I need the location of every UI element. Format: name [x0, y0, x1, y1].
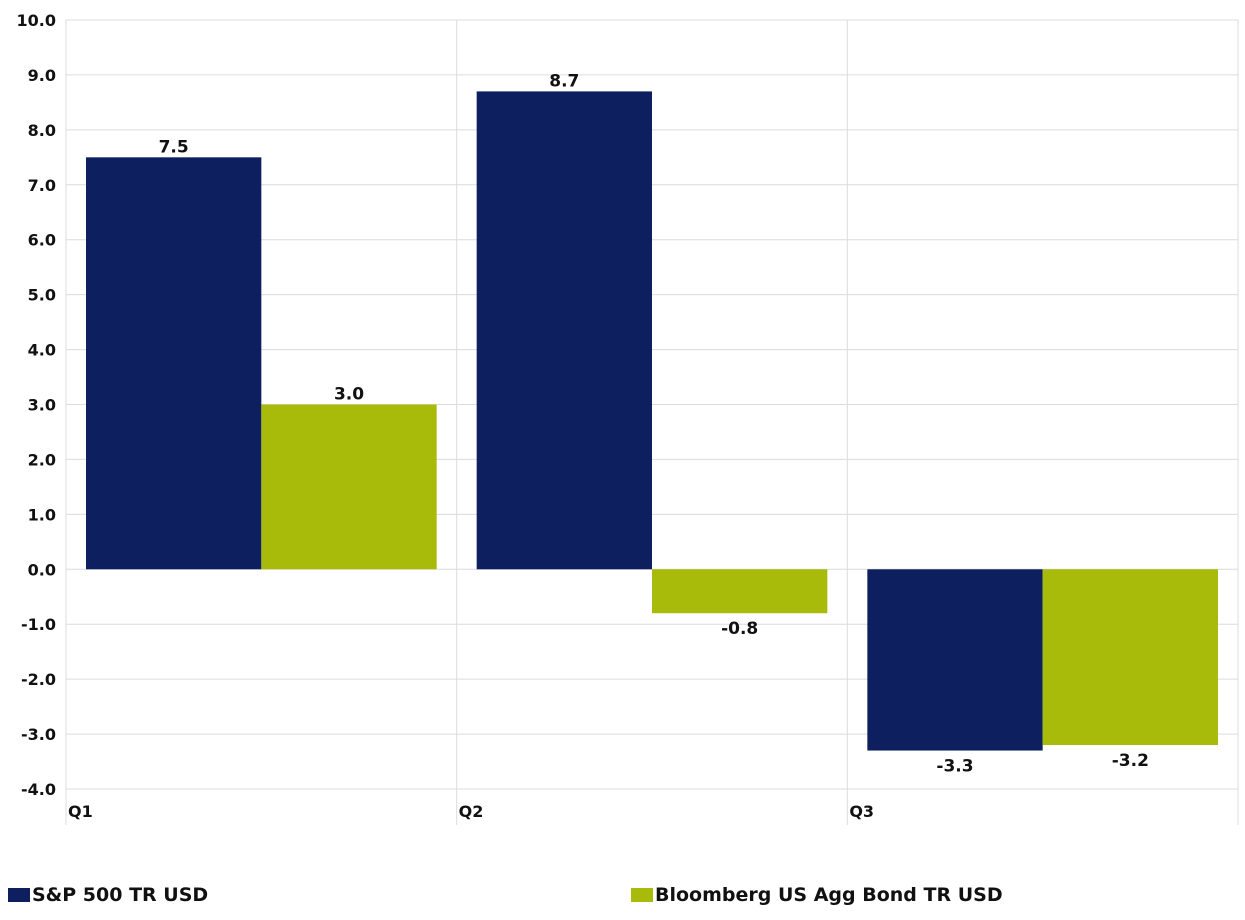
- y-tick-label: 10.0: [17, 11, 56, 30]
- x-axis-ticks: Q1 Q2 Q3: [68, 802, 874, 821]
- y-tick-label: 5.0: [28, 286, 56, 305]
- data-label: 7.5: [159, 137, 189, 157]
- bar: [652, 569, 828, 614]
- y-tick-label: 0.0: [28, 560, 56, 579]
- y-tick-label: 3.0: [28, 396, 56, 415]
- bar: [261, 404, 437, 570]
- y-axis-ticks: 10.0 9.0 8.0 7.0 6.0 5.0 4.0 3.0 2.0 1.0 0.0 -1.0 -2…: [17, 11, 56, 799]
- bar: [476, 91, 652, 570]
- y-tick-label: 6.0: [28, 231, 56, 250]
- y-tick-label: 7.0: [28, 176, 56, 195]
- bar: [867, 569, 1043, 751]
- y-tick-label: -1.0: [21, 615, 56, 634]
- y-tick-label: 9.0: [28, 66, 56, 85]
- bars: [86, 91, 1218, 751]
- x-tick-label: Q1: [68, 802, 93, 821]
- x-tick-label: Q3: [849, 802, 874, 821]
- legend-label-bloomberg-agg: Bloomberg US Agg Bond TR USD: [655, 884, 1003, 906]
- data-label: 3.0: [334, 385, 364, 405]
- data-label: 8.7: [549, 71, 579, 91]
- legend-item-sp500: S&P 500 TR USD: [8, 884, 208, 906]
- legend-swatch-sp500: [8, 888, 30, 902]
- y-tick-label: 1.0: [28, 505, 56, 524]
- y-tick-label: 8.0: [28, 121, 56, 140]
- legend-label-sp500: S&P 500 TR USD: [32, 884, 209, 906]
- data-label: -0.8: [721, 619, 758, 639]
- bar: [1042, 569, 1218, 746]
- bar: [86, 157, 262, 570]
- legend-swatch-bloomberg-agg: [631, 888, 653, 902]
- x-tick-label: Q2: [459, 802, 484, 821]
- y-tick-label: -2.0: [21, 670, 56, 689]
- data-labels: 7.5 8.7 -3.3 3.0 -0.8 -3.2: [159, 71, 1149, 776]
- data-label: -3.3: [936, 757, 973, 777]
- data-label: -3.2: [1112, 751, 1149, 771]
- y-tick-label: 2.0: [28, 450, 56, 469]
- y-tick-label: 4.0: [28, 341, 56, 360]
- y-tick-label: -4.0: [21, 780, 56, 799]
- legend-item-bloomberg-agg: Bloomberg US Agg Bond TR USD: [631, 884, 1003, 906]
- y-tick-label: -3.0: [21, 725, 56, 744]
